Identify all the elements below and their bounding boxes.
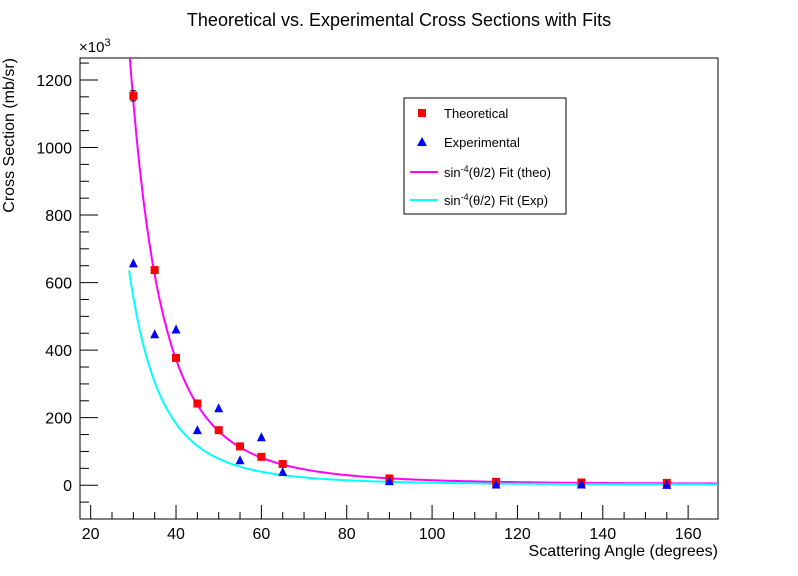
experimental-point (235, 455, 245, 465)
theoretical-point (257, 452, 266, 461)
experimental-point (128, 258, 138, 268)
fit-curves (128, 58, 718, 486)
legend-label-theoretical: Theoretical (444, 106, 508, 121)
y-tick-label: 400 (45, 343, 72, 360)
fit-curve (128, 270, 718, 486)
x-tick-label: 100 (419, 526, 446, 543)
experimental-point (662, 479, 672, 489)
y-tick-label: 1000 (36, 140, 72, 157)
experimental-point (192, 425, 202, 435)
y-tick-label: 1200 (36, 73, 72, 90)
legend-label-experimental: Experimental (444, 135, 520, 150)
data-points (128, 90, 672, 489)
experimental-point (256, 432, 266, 442)
legend-label-exp-fit: sin-4(θ/2) Fit (Exp) (444, 192, 548, 208)
x-tick-label: 160 (675, 526, 702, 543)
legend-marker-experimental (417, 137, 427, 146)
x-tick-label: 20 (82, 526, 100, 543)
experimental-point (278, 467, 288, 477)
experimental-point (576, 479, 586, 489)
theoretical-point (129, 91, 138, 100)
plot-frame (79, 57, 719, 520)
experimental-point (171, 324, 181, 334)
y-tick-label: 0 (63, 478, 72, 495)
legend-label-theo-fit: sin-4(θ/2) Fit (theo) (444, 164, 551, 180)
theoretical-point (278, 459, 287, 468)
x-tick-label: 120 (504, 526, 531, 543)
experimental-point (150, 329, 160, 339)
experimental-point (491, 479, 501, 489)
y-axis-title: Cross Section (mb/sr) (1, 58, 18, 213)
x-axis: 20 40 60 80 100 120 140 160 (82, 505, 702, 543)
fit-curve (128, 58, 718, 485)
theoretical-point (214, 426, 223, 435)
x-tick-label: 80 (338, 526, 356, 543)
theoretical-point (172, 353, 181, 362)
y-tick-label: 800 (45, 208, 72, 225)
x-axis-title: Scattering Angle (degrees) (529, 543, 718, 560)
y-axis: 0 200 400 600 800 1000 1200 (36, 62, 98, 520)
legend: Theoretical Experimental sin-4(θ/2) Fit … (403, 97, 567, 215)
theoretical-point (150, 266, 159, 275)
theoretical-point (236, 442, 245, 451)
legend-box (403, 97, 567, 215)
experimental-point (384, 476, 394, 486)
theoretical-point (193, 399, 202, 408)
x-tick-label: 140 (589, 526, 616, 543)
experimental-point (214, 403, 224, 413)
chart-title: Theoretical vs. Experimental Cross Secti… (187, 10, 611, 30)
y-tick-label: 200 (45, 411, 72, 428)
x-tick-label: 60 (252, 526, 270, 543)
x-tick-label: 40 (167, 526, 185, 543)
legend-marker-theoretical (418, 109, 426, 117)
y-multiplier: ×103 (79, 37, 111, 56)
y-tick-label: 600 (45, 276, 72, 293)
